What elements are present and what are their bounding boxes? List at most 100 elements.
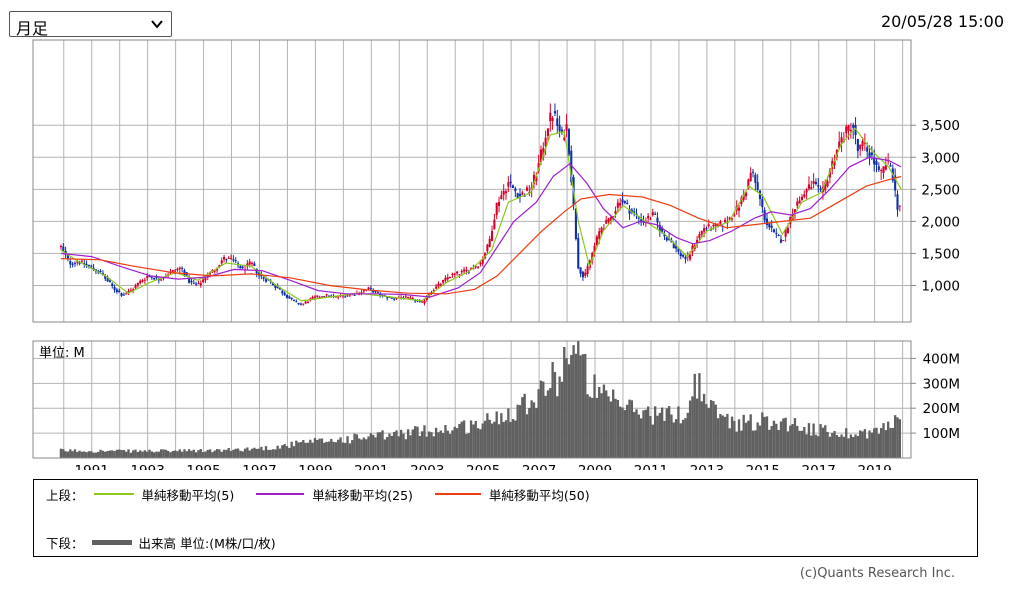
candle-body <box>458 274 461 276</box>
volume-bar <box>793 418 797 458</box>
candle-body <box>253 263 256 267</box>
candle-body <box>847 125 850 131</box>
volume-bar <box>812 423 815 458</box>
candle-body <box>400 297 403 299</box>
candle-body <box>139 280 142 284</box>
volume-bar <box>351 440 354 458</box>
volume-bar <box>742 414 745 458</box>
volume-bar <box>700 401 703 458</box>
x-tick-label: 1993 <box>130 463 164 470</box>
volume-bars <box>59 341 901 458</box>
candle-body <box>765 218 769 225</box>
candle-body <box>362 290 365 292</box>
volume-bar <box>712 400 715 458</box>
candle-body <box>220 260 223 264</box>
candle-body <box>696 239 699 244</box>
candle-body <box>271 282 275 286</box>
volume-bar <box>255 448 258 458</box>
volume-bar <box>390 435 394 458</box>
volume-bar <box>101 450 105 458</box>
candle-body <box>740 197 743 205</box>
candle-body <box>99 270 102 272</box>
candle-body <box>120 293 123 296</box>
volume-bar <box>327 441 331 458</box>
volume-bar <box>232 449 235 458</box>
candle-body <box>69 261 72 265</box>
candle-body <box>311 296 314 299</box>
volume-bar <box>299 442 303 458</box>
volume-bar <box>891 427 894 458</box>
volume-bar <box>274 449 277 458</box>
volume-bar <box>845 428 848 458</box>
candle-body <box>595 236 598 245</box>
candle-body <box>250 262 254 264</box>
volume-bar <box>495 411 498 458</box>
candle-body <box>376 292 379 294</box>
candle-body <box>504 191 508 194</box>
candle-body <box>176 268 179 271</box>
volume-bar <box>264 446 268 458</box>
volume-bar <box>250 448 254 458</box>
candle-body <box>463 269 466 272</box>
volume-bar <box>593 374 596 458</box>
volume-bar <box>800 430 804 458</box>
volume-bar <box>113 451 116 458</box>
volume-bar <box>518 405 522 458</box>
candle-body <box>330 295 333 297</box>
volume-bar <box>882 423 885 458</box>
candle-body <box>442 280 445 283</box>
volume-bar <box>348 443 352 458</box>
legend-ma5: 単純移動平均(5) <box>93 485 234 504</box>
volume-bar <box>206 449 209 458</box>
volume-bar <box>693 373 696 458</box>
candle-body <box>474 266 477 268</box>
volume-bar <box>397 436 400 458</box>
volume-bar <box>432 436 435 458</box>
volume-bar <box>623 410 627 458</box>
volume-bar <box>383 439 387 458</box>
volume-bar <box>849 434 853 458</box>
volume-bar <box>504 420 508 458</box>
candle-body <box>812 181 815 184</box>
candle-body <box>763 210 766 221</box>
volume-bar <box>702 393 706 458</box>
volume-bar <box>194 452 198 458</box>
candle-body <box>532 174 536 185</box>
price-plot-frame <box>32 39 912 323</box>
candle-body <box>577 237 580 269</box>
candle-body <box>106 278 109 282</box>
candle-body <box>490 231 494 241</box>
x-tick-label: 2017 <box>802 463 836 470</box>
candle-body <box>633 211 636 213</box>
period-select[interactable]: 月足 <box>9 11 172 38</box>
candle-body <box>360 292 363 294</box>
volume-bar <box>106 450 109 458</box>
candle-body <box>614 210 617 215</box>
volume-bar <box>835 435 839 458</box>
volume-bar <box>817 436 820 458</box>
candle-body <box>824 182 827 191</box>
volume-bar <box>810 435 813 458</box>
volume-bar <box>719 413 722 458</box>
volume-bar <box>129 452 133 458</box>
volume-bar <box>826 431 829 458</box>
candle-body <box>579 267 582 274</box>
volume-bar <box>558 376 561 458</box>
legend-ma25: 単純移動平均(25) <box>256 485 413 504</box>
volume-bar <box>413 426 417 458</box>
candle-body <box>146 276 149 278</box>
price-candles <box>59 103 901 306</box>
candle-body <box>302 303 305 305</box>
volume-bar <box>406 429 410 458</box>
volume-bar <box>295 440 298 458</box>
volume-bar <box>824 425 827 458</box>
volume-bar <box>462 420 466 458</box>
candle-body <box>679 253 682 257</box>
volume-bar <box>302 440 305 458</box>
candle-body <box>553 111 557 114</box>
volume-bar <box>565 358 568 458</box>
volume-bar <box>782 418 785 458</box>
volume-bar <box>83 451 86 458</box>
x-tick-label: 1997 <box>242 463 276 470</box>
candle-body <box>407 296 410 298</box>
